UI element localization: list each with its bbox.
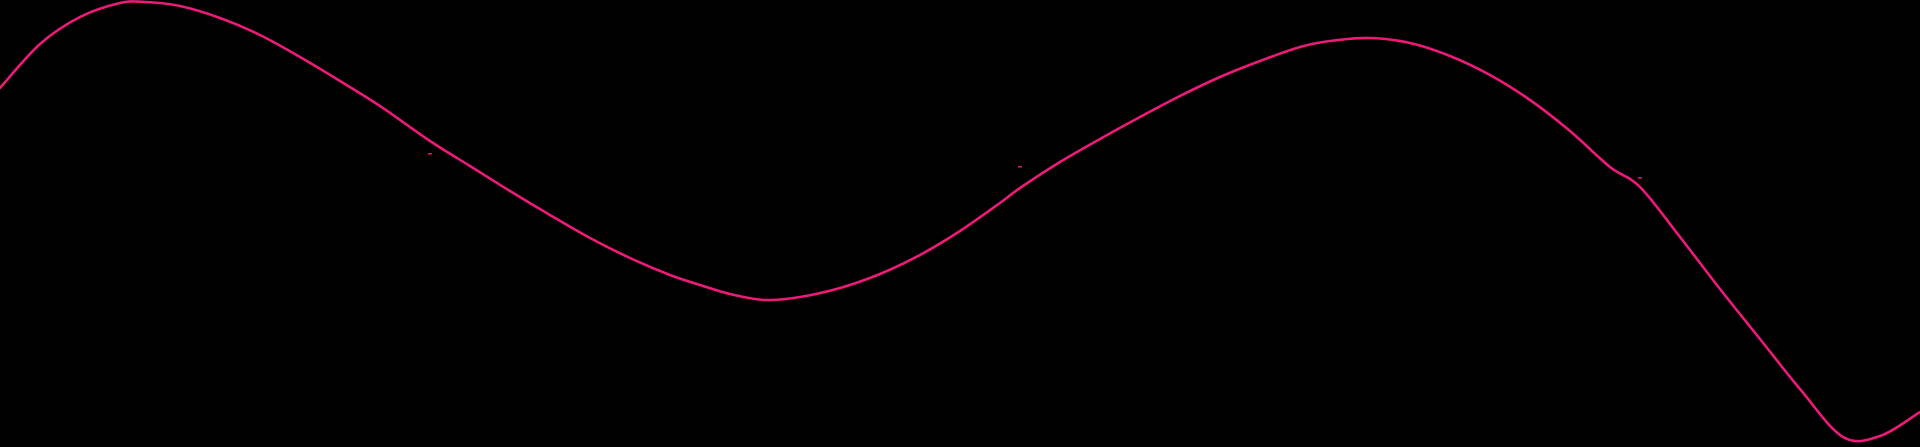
- knot-marker-group: [428, 153, 1642, 179]
